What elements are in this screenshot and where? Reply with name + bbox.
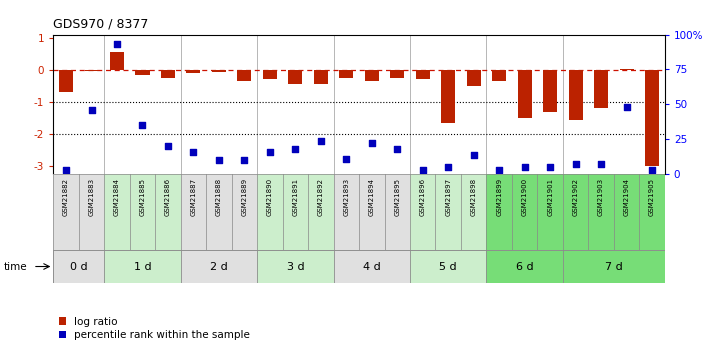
Point [137, 122, 148, 128]
Text: GSM21897: GSM21897 [445, 178, 451, 216]
Bar [492, 70, 506, 81]
Text: GSM21901: GSM21901 [547, 178, 553, 216]
Text: GSM21895: GSM21895 [395, 178, 400, 216]
Text: GSM21904: GSM21904 [624, 178, 629, 216]
Point [493, 167, 505, 173]
Point [188, 149, 199, 155]
Text: GSM21889: GSM21889 [242, 178, 247, 216]
Text: 6 d: 6 d [516, 262, 533, 272]
Legend: log ratio, percentile rank within the sample: log ratio, percentile rank within the sa… [58, 317, 250, 340]
Text: GSM21887: GSM21887 [191, 178, 196, 216]
Text: GSM21903: GSM21903 [598, 178, 604, 216]
Point [239, 157, 250, 163]
Bar [289, 70, 302, 84]
Point [621, 105, 632, 110]
Bar [569, 70, 582, 120]
Point [60, 167, 72, 173]
Text: GSM21882: GSM21882 [63, 178, 69, 216]
Bar [237, 70, 252, 81]
Point [112, 41, 123, 47]
Bar [594, 70, 608, 108]
Text: 0 d: 0 d [70, 262, 87, 272]
Point [264, 149, 276, 155]
Text: time: time [4, 262, 27, 272]
Text: GSM21890: GSM21890 [267, 178, 273, 216]
Bar [416, 70, 429, 79]
Text: GSM21902: GSM21902 [572, 178, 579, 216]
Text: GSM21885: GSM21885 [139, 178, 146, 216]
Point [468, 152, 479, 157]
Text: GSM21898: GSM21898 [471, 178, 476, 216]
Text: GSM21893: GSM21893 [343, 178, 349, 216]
Point [545, 165, 556, 170]
Point [417, 167, 429, 173]
Bar [105, 250, 181, 283]
Text: GSM21894: GSM21894 [369, 178, 375, 216]
Text: GSM21884: GSM21884 [114, 178, 120, 216]
Bar [333, 174, 410, 250]
Point [595, 162, 606, 167]
Bar [85, 70, 99, 71]
Text: GSM21900: GSM21900 [522, 178, 528, 216]
Point [289, 146, 301, 152]
Text: GSM21891: GSM21891 [292, 178, 299, 216]
Bar [186, 70, 201, 73]
Point [570, 162, 582, 167]
Bar [410, 174, 486, 250]
Bar [339, 70, 353, 78]
Text: 5 d: 5 d [439, 262, 457, 272]
Bar [518, 70, 532, 118]
Bar [333, 250, 410, 283]
Bar [53, 250, 105, 283]
Text: 4 d: 4 d [363, 262, 380, 272]
Bar [136, 70, 149, 75]
Text: GSM21899: GSM21899 [496, 178, 502, 216]
Point [366, 141, 378, 146]
Bar [181, 250, 257, 283]
Bar [486, 250, 563, 283]
Bar [466, 70, 481, 86]
Bar [410, 250, 486, 283]
Text: GSM21888: GSM21888 [216, 178, 222, 216]
Point [86, 107, 97, 113]
Bar [105, 174, 181, 250]
Point [442, 165, 454, 170]
Text: GSM21886: GSM21886 [165, 178, 171, 216]
Text: GSM21883: GSM21883 [89, 178, 95, 216]
Bar [563, 174, 665, 250]
Bar [59, 70, 73, 92]
Bar [543, 70, 557, 111]
Text: GSM21892: GSM21892 [318, 178, 324, 216]
Bar [314, 70, 328, 84]
Point [315, 138, 326, 144]
Bar [181, 174, 257, 250]
Bar [212, 70, 226, 72]
Text: GSM21905: GSM21905 [649, 178, 655, 216]
Point [519, 165, 530, 170]
Text: 7 d: 7 d [605, 262, 623, 272]
Bar [365, 70, 379, 81]
Bar [645, 70, 659, 166]
Point [646, 167, 658, 173]
Text: 3 d: 3 d [287, 262, 304, 272]
Text: 2 d: 2 d [210, 262, 228, 272]
Point [341, 156, 352, 161]
Text: GDS970 / 8377: GDS970 / 8377 [53, 18, 149, 31]
Bar [486, 174, 563, 250]
Bar [563, 250, 665, 283]
Bar [110, 52, 124, 70]
Text: GSM21896: GSM21896 [419, 178, 426, 216]
Bar [442, 70, 455, 123]
Bar [619, 69, 634, 70]
Bar [263, 70, 277, 79]
Text: 1 d: 1 d [134, 262, 151, 272]
Point [162, 144, 173, 149]
Bar [53, 174, 105, 250]
Bar [257, 174, 333, 250]
Point [213, 157, 225, 163]
Point [392, 146, 403, 152]
Bar [390, 70, 405, 78]
Bar [257, 250, 333, 283]
Bar [161, 70, 175, 78]
